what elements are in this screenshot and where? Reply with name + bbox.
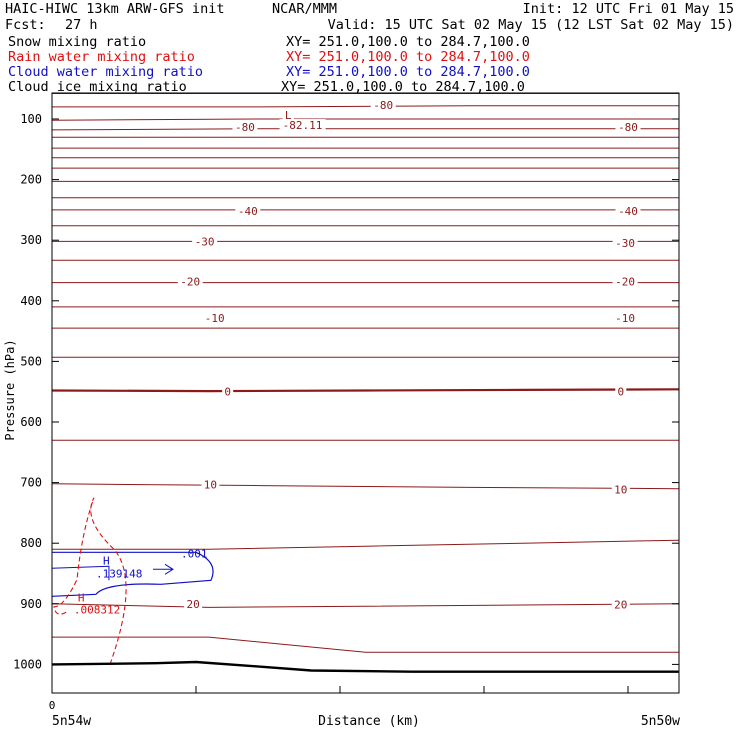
contour-label-bg-16 <box>611 483 630 496</box>
contour-label-bg-9 <box>177 275 203 288</box>
contour-label: -40 <box>238 205 258 218</box>
contour-label: 0 <box>224 386 231 399</box>
isotherm-line-23 <box>52 636 679 653</box>
isotherm-line-18 <box>51 388 680 393</box>
y-tick-label: 400 <box>20 294 42 308</box>
isotherm-line-22 <box>51 603 680 608</box>
cloud-water-arrow-icon <box>152 563 174 575</box>
y-tick-label: 300 <box>20 233 42 247</box>
contour-label-bg-18 <box>611 598 630 611</box>
contour-label-bg-3 <box>282 108 294 121</box>
x-right-endpoint: 5n50w <box>641 714 680 729</box>
contour-label-bg-12 <box>612 311 638 324</box>
y-tick-label: 700 <box>20 476 42 490</box>
contour-label: 20 <box>186 598 199 611</box>
y-tick-label: 800 <box>20 536 42 550</box>
model-title: HAIC-HIWC 13km ARW-GFS init <box>5 1 225 17</box>
contour-label: 0 <box>617 386 624 399</box>
y-tick-label: 1000 <box>13 657 42 671</box>
terrain-surface <box>51 660 679 673</box>
org-label: NCAR/MMM <box>272 1 338 17</box>
contour-label-bg-10 <box>612 275 638 288</box>
y-tick-label: 500 <box>20 354 42 368</box>
isotherm-line-2 <box>51 118 679 121</box>
y-tick-label: 600 <box>20 415 42 429</box>
y-tick-label: 100 <box>20 112 42 126</box>
contour-label: -20 <box>615 275 635 288</box>
contour-label-bg-7 <box>192 235 218 248</box>
contour-label-bg-14 <box>615 385 627 398</box>
contour-label: -40 <box>618 205 638 218</box>
init-time: Init: 12 UTC Fri 01 May 15 <box>522 1 734 17</box>
contour-label: 20 <box>614 598 627 611</box>
cloud-water-max-marker: H <box>103 554 110 567</box>
plot-frame <box>51 92 680 694</box>
xy-range-snow: XY= 251.0,100.0 to 284.7,100.0 <box>286 34 530 50</box>
contour-label-bg-15 <box>201 478 220 491</box>
contour-label: L <box>285 109 292 122</box>
field-label-snow: Snow mixing ratio <box>8 34 147 50</box>
fcst-label: Fcst: <box>5 17 46 33</box>
contour-label-bg-1 <box>232 120 258 133</box>
x-left-endpoint: 5n54w <box>52 714 91 729</box>
contour-label: -80 <box>618 121 638 134</box>
y-tick-label: 900 <box>20 597 42 611</box>
contour-label-bg-6 <box>615 205 641 218</box>
contour-label: -20 <box>180 275 200 288</box>
rain-water-max-value: .008312 <box>74 604 120 617</box>
isotherm-line-1 <box>52 105 679 108</box>
contour-label-bg-5 <box>235 205 261 218</box>
isotherm-line-20 <box>51 483 680 490</box>
cloud-water-max-value: .139148 <box>96 567 142 580</box>
contour-label-bg-4 <box>615 120 641 133</box>
hydrometeor-contours <box>51 497 214 665</box>
cloud-water-inner-contour <box>51 565 110 581</box>
field-label-cloud-ice: Cloud ice mixing ratio <box>8 79 187 95</box>
field-label-rain: Rain water mixing ratio <box>8 49 195 65</box>
contour-label: 10 <box>614 483 627 496</box>
x-tick-label: 0 <box>49 699 56 712</box>
contour-label-bg-17 <box>184 597 203 610</box>
fcst-value: 27 h <box>65 17 98 33</box>
rain-water-contour <box>53 497 127 665</box>
cloud-water-contour <box>51 551 214 597</box>
xy-range-cloud-ice: XY= 251.0,100.0 to 284.7,100.0 <box>281 79 525 95</box>
y-tick-label: 200 <box>20 173 42 187</box>
y-axis-label: Pressure (hPa) <box>3 339 17 440</box>
contour-label: -82.11 <box>283 119 323 132</box>
contour-label-bg-11 <box>202 311 228 324</box>
contour-labels: -80 -80 -82.11L -80 -40 -40 -30 -30 -20 -20 -10 -10… <box>74 99 641 617</box>
terrain-line <box>51 660 679 673</box>
contour-label-bg-13 <box>222 385 234 398</box>
contour-label-bg-0 <box>370 99 396 112</box>
contour-label: -30 <box>195 235 215 248</box>
contour-label: -80 <box>235 121 255 134</box>
xy-range-rain: XY= 251.0,100.0 to 284.7,100.0 <box>286 49 530 65</box>
cloud-water-contour-label: .001 <box>181 547 208 560</box>
contour-label: -10 <box>615 312 635 325</box>
contour-label-bg-8 <box>612 237 638 250</box>
xy-range-cloud-water: XY= 251.0,100.0 to 284.7,100.0 <box>286 64 530 80</box>
contour-label: 10 <box>204 478 217 491</box>
contour-label: -30 <box>615 237 635 250</box>
isotherm-line-3 <box>51 128 679 131</box>
valid-time: Valid: 15 UTC Sat 02 May 15 (12 LST Sat … <box>327 17 734 33</box>
contour-label: -80 <box>373 99 393 112</box>
temperature-contours <box>51 93 680 653</box>
contour-label-bg-2 <box>279 119 326 132</box>
x-axis-label: Distance (km) <box>318 714 420 729</box>
contour-label: -10 <box>205 312 225 325</box>
isotherm-line-21 <box>52 539 680 550</box>
field-label-cloud-water: Cloud water mixing ratio <box>8 64 204 80</box>
rain-water-max-marker: H <box>78 592 85 605</box>
